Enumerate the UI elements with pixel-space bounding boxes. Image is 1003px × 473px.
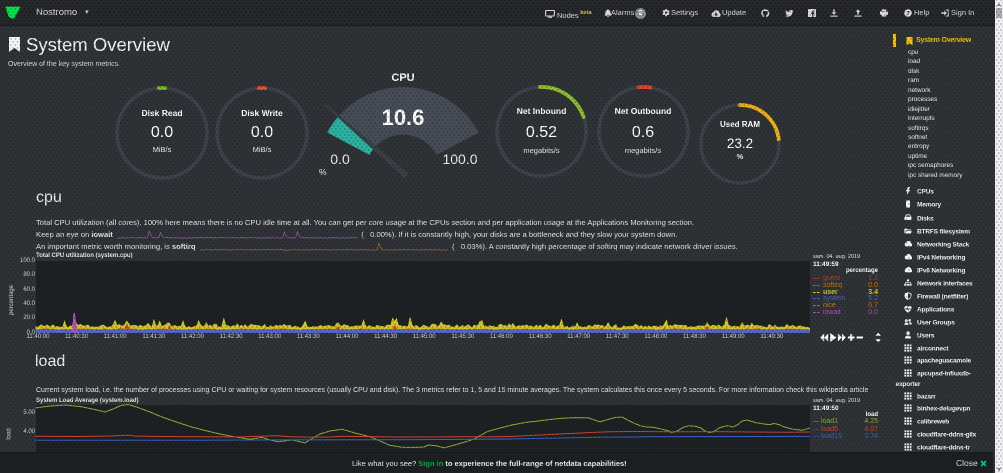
svg-text:?: ? bbox=[906, 11, 910, 17]
